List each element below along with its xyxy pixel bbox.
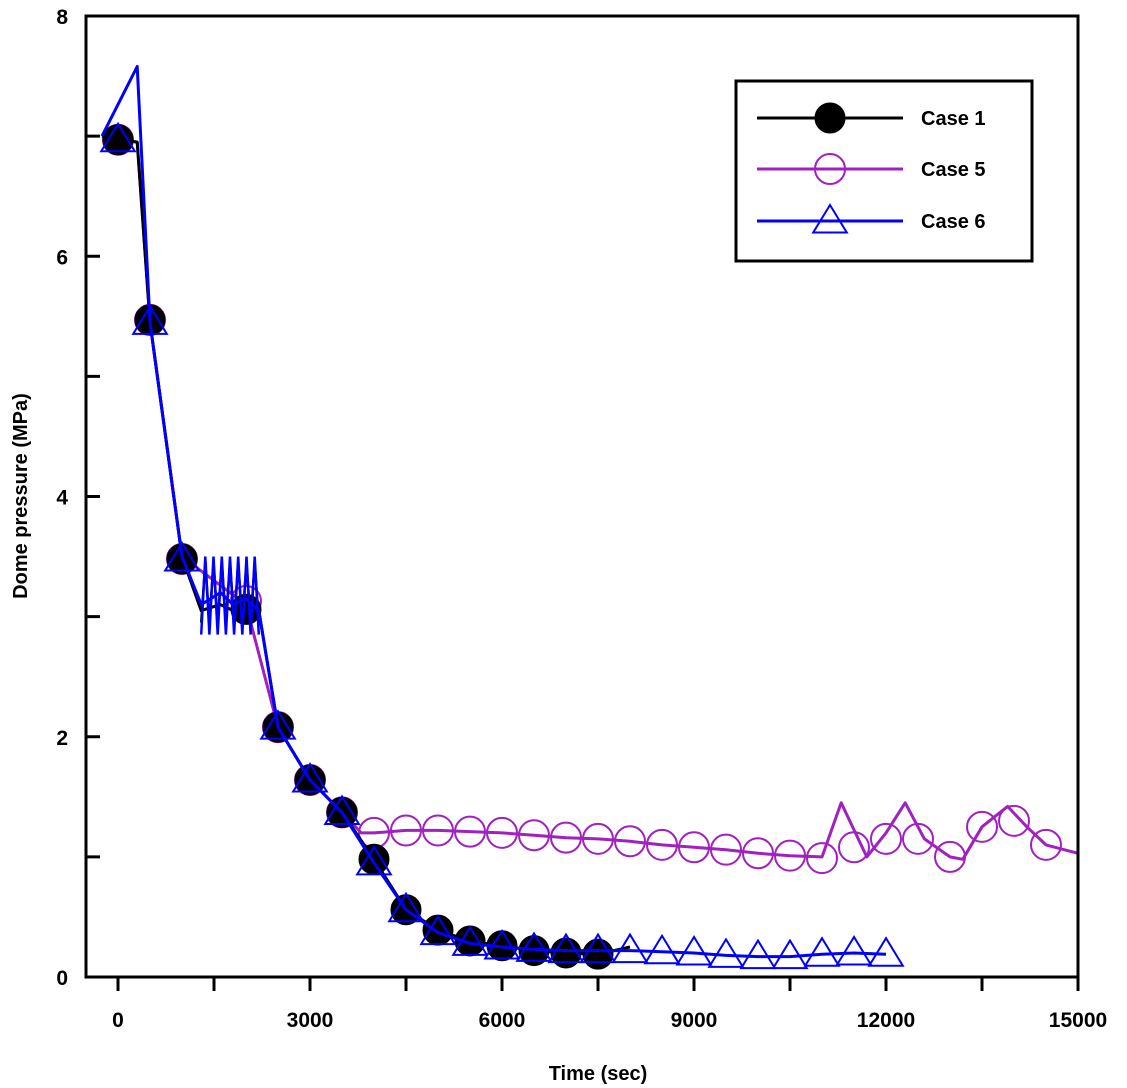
data-point-case-6: [707, 937, 745, 968]
x-tick-label: 3000: [287, 1009, 334, 1032]
series-layer: [99, 65, 1079, 970]
legend-box: [734, 79, 1034, 263]
data-point-case-6: [259, 709, 297, 740]
x-tick-label: 9000: [671, 1009, 718, 1032]
data-point-case-5: [902, 822, 934, 855]
data-point-case-6: [387, 891, 425, 923]
data-point-case-5: [1030, 828, 1062, 861]
oscillation-case-6: [199, 556, 261, 635]
series-case-6: [99, 65, 905, 970]
data-point-case-6: [547, 932, 585, 964]
data-point-case-6: [131, 304, 169, 335]
x-tick-label: 15000: [1049, 1009, 1107, 1032]
data-point-case-6: [483, 929, 521, 960]
data-point-case-5: [710, 833, 742, 866]
data-point-case-5: [678, 831, 710, 864]
data-point-case-6: [771, 938, 809, 970]
data-point-case-5: [742, 837, 774, 870]
data-point-case-5: [518, 819, 550, 852]
legend-label-case-5: Case 5: [921, 159, 986, 181]
y-tick-label: 0: [56, 967, 68, 990]
data-point-case-1: [582, 938, 614, 970]
data-point-case-6: [419, 914, 457, 946]
x-tick-label: 12000: [857, 1009, 915, 1032]
legend-label-case-6: Case 6: [921, 211, 986, 233]
y-tick-label: 4: [56, 487, 68, 510]
data-point-case-5: [454, 815, 486, 848]
legend-marker-case-6: [811, 203, 849, 234]
data-point-case-5: [582, 822, 614, 855]
data-point-case-5: [966, 810, 998, 843]
y-tick-label: 8: [56, 6, 68, 29]
x-axis-title: Time (sec): [549, 1063, 648, 1085]
data-point-case-5: [614, 825, 646, 858]
data-point-case-5: [934, 840, 966, 873]
data-point-case-6: [291, 762, 329, 793]
legend-entry-case-6: Case 6: [757, 203, 986, 234]
data-point-case-6: [739, 938, 777, 970]
x-tick-label: 6000: [479, 1009, 526, 1032]
x-tick-label: 0: [112, 1009, 124, 1032]
y-tick-label: 2: [56, 727, 68, 750]
data-point-case-5: [550, 821, 582, 854]
data-point-case-6: [323, 794, 361, 825]
data-point-case-5: [646, 828, 678, 861]
data-point-case-5: [838, 831, 870, 864]
y-axis-title: Dome pressure (MPa): [10, 393, 32, 599]
data-point-case-6: [579, 932, 617, 964]
data-point-case-5: [806, 842, 838, 875]
y-tick-label: 6: [56, 246, 68, 269]
data-point-case-6: [643, 933, 681, 965]
data-point-case-6: [675, 935, 713, 966]
legend-entry-case-1: Case 1: [757, 102, 986, 134]
data-point-case-5: [774, 839, 806, 872]
data-point-case-5: [998, 804, 1030, 837]
legend-entry-case-5: Case 5: [757, 153, 986, 185]
data-point-case-6: [99, 121, 137, 153]
data-point-case-6: [835, 935, 873, 966]
data-point-case-6: [355, 844, 393, 876]
data-point-case-5: [486, 816, 518, 849]
legend-marker-case-1: [814, 102, 846, 134]
data-point-case-6: [611, 932, 649, 964]
data-point-case-6: [515, 931, 553, 962]
data-point-case-6: [803, 936, 841, 967]
data-point-case-5: [870, 822, 902, 855]
data-point-case-1: [422, 914, 454, 946]
data-point-case-6: [451, 925, 489, 956]
data-point-case-6: [163, 541, 201, 572]
data-point-case-5: [390, 814, 422, 847]
data-point-case-5: [422, 814, 454, 847]
data-point-case-6: [867, 936, 905, 967]
legend: Case 1 Case 5 Case 6: [734, 79, 1034, 263]
legend-marker-case-5: [814, 153, 846, 185]
legend-label-case-1: Case 1: [921, 108, 986, 130]
axes-layer: 0 3000 6000 9000 12000 15000 0 2 4 6 8: [56, 6, 1107, 1032]
